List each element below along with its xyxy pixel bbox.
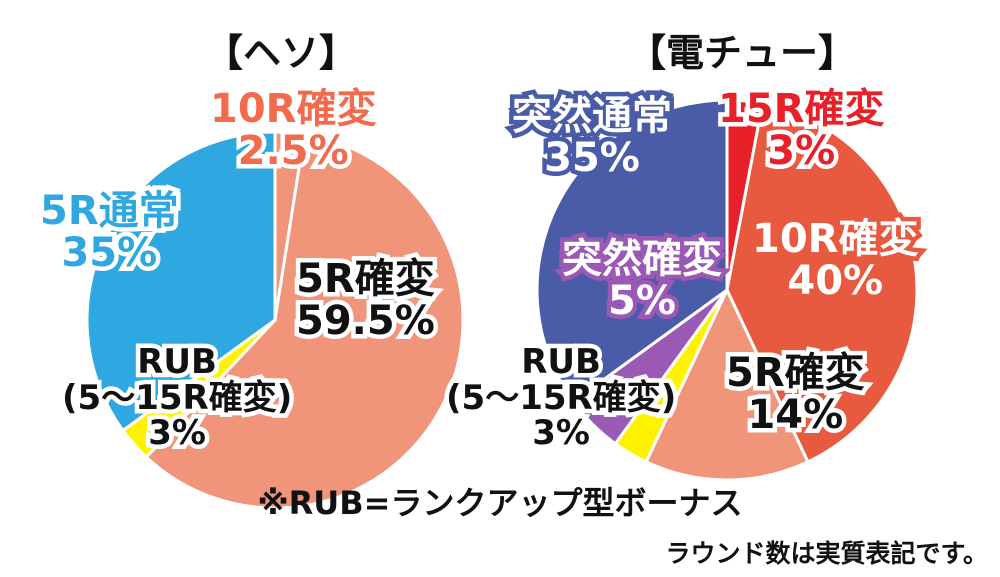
label-heso-5r-kakuhen: 5R確変 59.5% — [292, 254, 440, 347]
round-count-remark: ラウンド数は実質表記です。 — [665, 539, 988, 568]
slice-denchu-5r-kakuhen — [644, 286, 810, 482]
label-percent: 59.5% — [292, 296, 440, 347]
label-denchu-totsuzen-tsujo: 突然通常 35% — [508, 91, 677, 184]
chart-title-heso: 【ヘソ】 — [205, 31, 358, 75]
label-percent: 14% — [743, 390, 848, 441]
slice-denchu-totsuzen-tsujo — [535, 98, 729, 404]
label-heso-5r-tsujo: 5R通常 35% — [36, 186, 184, 279]
label-percent: 3% — [144, 411, 211, 455]
label-denchu-10r-kakuhen: 10R確変 40% — [747, 214, 922, 307]
label-denchu-15r-kakuhen: 15R確変 3% — [713, 84, 888, 177]
label-percent: 2.5% — [233, 126, 353, 177]
label-denchu-totsuzen-kakuhen: 突然確変 5% — [558, 234, 727, 327]
label-denchu-rub: RUB (5～15R確変) 3% — [441, 340, 680, 456]
label-denchu-5r-kakuhen: 5R確変 14% — [722, 348, 870, 441]
label-heso-10r-kakuhen: 10R確変 2.5% — [205, 84, 380, 177]
label-percent: 40% — [783, 256, 888, 307]
label-text: 10R確変 — [205, 84, 380, 135]
label-percent: 35% — [57, 228, 162, 279]
label-percent: 35% — [540, 133, 645, 184]
slice-denchu-10r-kakuhen — [725, 101, 919, 464]
chart-title-denchu: 【電チュー】 — [628, 31, 857, 75]
label-subtext: (5～15R確変) — [441, 376, 680, 420]
rub-footnote: ※RUB=ランクアップ型ボーナス — [257, 484, 743, 522]
label-text: 突然確変 — [558, 234, 727, 285]
label-text: RUB — [133, 340, 222, 384]
label-percent: 3% — [763, 126, 840, 177]
label-text: 10R確変 — [747, 214, 922, 265]
label-text: 5R確変 — [722, 348, 870, 399]
label-text: RUB — [517, 340, 606, 384]
label-text: 5R確変 — [292, 254, 440, 305]
label-text: 15R確変 — [713, 84, 888, 135]
label-text: 突然通常 — [508, 91, 677, 142]
label-percent: 5% — [604, 276, 681, 327]
slice-heso-5r-tsujo — [85, 130, 277, 433]
label-percent: 3% — [528, 411, 595, 455]
slice-heso-5r-kakuhen — [144, 132, 465, 510]
label-subtext: (5～15R確変) — [57, 376, 296, 420]
label-text: 5R通常 — [36, 186, 184, 237]
label-heso-rub: RUB (5～15R確変) 3% — [57, 340, 296, 456]
